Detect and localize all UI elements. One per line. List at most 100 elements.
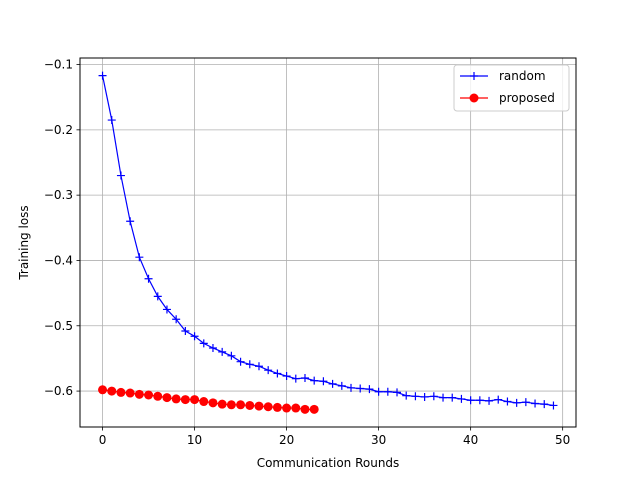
data-point-proposed [125, 388, 135, 398]
data-point-random [282, 372, 291, 381]
data-point-proposed [107, 386, 117, 396]
data-point-random [439, 393, 448, 402]
data-point-proposed [116, 387, 126, 397]
data-point-proposed [245, 400, 255, 410]
grid [80, 58, 576, 427]
data-point-random [264, 366, 273, 375]
y-axis-ticks: −0.1 −0.2 −0.3 −0.4 −0.5 −0.6 [44, 58, 80, 398]
data-point-random [457, 394, 466, 403]
data-point-random [236, 357, 245, 366]
data-point-random [162, 305, 171, 314]
series-random [98, 71, 558, 410]
legend-marker-proposed [469, 93, 479, 103]
legend-label-proposed: proposed [499, 91, 555, 105]
data-point-proposed [144, 390, 154, 400]
x-axis-label: Communication Rounds [257, 456, 400, 470]
data-point-random [374, 387, 383, 396]
data-point-random [98, 71, 107, 80]
data-point-random [107, 116, 116, 125]
legend-label-random: random [499, 69, 546, 83]
series-proposed [98, 385, 319, 414]
x-tick-label: 30 [371, 433, 386, 447]
data-point-random [466, 396, 475, 405]
y-tick-label: −0.5 [44, 319, 73, 333]
data-point-random [116, 171, 125, 180]
x-tick-label: 0 [99, 433, 107, 447]
data-point-random [356, 384, 365, 393]
data-point-random [310, 376, 319, 385]
data-point-proposed [199, 397, 209, 407]
data-point-random [365, 385, 374, 394]
data-point-random [135, 253, 144, 262]
data-point-proposed [300, 404, 310, 414]
data-point-proposed [208, 398, 218, 408]
data-point-random [337, 381, 346, 390]
y-tick-label: −0.4 [44, 253, 73, 267]
data-point-random [227, 351, 236, 360]
data-point-random [319, 377, 328, 386]
series-layer [98, 71, 558, 414]
data-point-proposed [190, 395, 200, 405]
data-point-proposed [98, 385, 108, 395]
data-point-proposed [153, 391, 163, 401]
y-tick-label: −0.1 [44, 58, 73, 72]
data-point-random [540, 400, 549, 409]
data-point-random [273, 369, 282, 378]
data-point-proposed [263, 402, 273, 412]
x-tick-label: 50 [555, 433, 570, 447]
x-tick-label: 40 [463, 433, 478, 447]
data-point-random [393, 388, 402, 397]
data-point-random [218, 347, 227, 356]
x-tick-label: 10 [187, 433, 202, 447]
data-point-random [291, 374, 300, 383]
data-point-random [153, 292, 162, 301]
data-point-random [494, 395, 503, 404]
data-point-random [126, 217, 135, 226]
legend: random proposed [453, 64, 570, 112]
data-point-proposed [217, 399, 227, 409]
y-tick-label: −0.2 [44, 123, 73, 137]
data-point-random [512, 398, 521, 407]
data-point-random [181, 326, 190, 335]
data-point-random [144, 274, 153, 283]
data-point-random [420, 392, 429, 401]
data-point-proposed [291, 403, 301, 413]
data-point-random [190, 332, 199, 341]
data-point-random [347, 383, 356, 392]
data-point-random [383, 387, 392, 396]
data-point-random [503, 397, 512, 406]
y-axis-label: Training loss [17, 205, 31, 280]
data-point-proposed [180, 395, 190, 405]
x-axis-ticks: 0 10 20 30 40 50 [99, 427, 570, 447]
data-point-random [521, 398, 530, 407]
data-point-random [485, 396, 494, 405]
data-point-proposed [309, 404, 319, 414]
data-point-random [199, 339, 208, 348]
data-point-proposed [171, 394, 181, 404]
data-point-proposed [236, 400, 246, 410]
x-tick-label: 20 [279, 433, 294, 447]
data-point-random [531, 399, 540, 408]
data-point-proposed [134, 389, 144, 399]
y-tick-label: −0.3 [44, 188, 73, 202]
data-point-random [254, 362, 263, 371]
data-point-random [208, 343, 217, 352]
data-point-random [245, 360, 254, 369]
plot-frame [79, 57, 577, 428]
data-point-proposed [162, 393, 172, 403]
data-point-random [475, 396, 484, 405]
legend-marker-random [470, 72, 478, 80]
data-point-random [172, 315, 181, 324]
data-point-random [429, 392, 438, 401]
y-tick-label: −0.6 [44, 384, 73, 398]
data-point-random [411, 392, 420, 401]
data-point-random [328, 379, 337, 388]
data-point-proposed [226, 400, 236, 410]
data-point-proposed [282, 403, 292, 413]
data-point-random [549, 401, 558, 410]
data-point-random [448, 393, 457, 402]
data-point-proposed [254, 401, 264, 411]
data-point-random [300, 374, 309, 383]
data-point-random [402, 391, 411, 400]
